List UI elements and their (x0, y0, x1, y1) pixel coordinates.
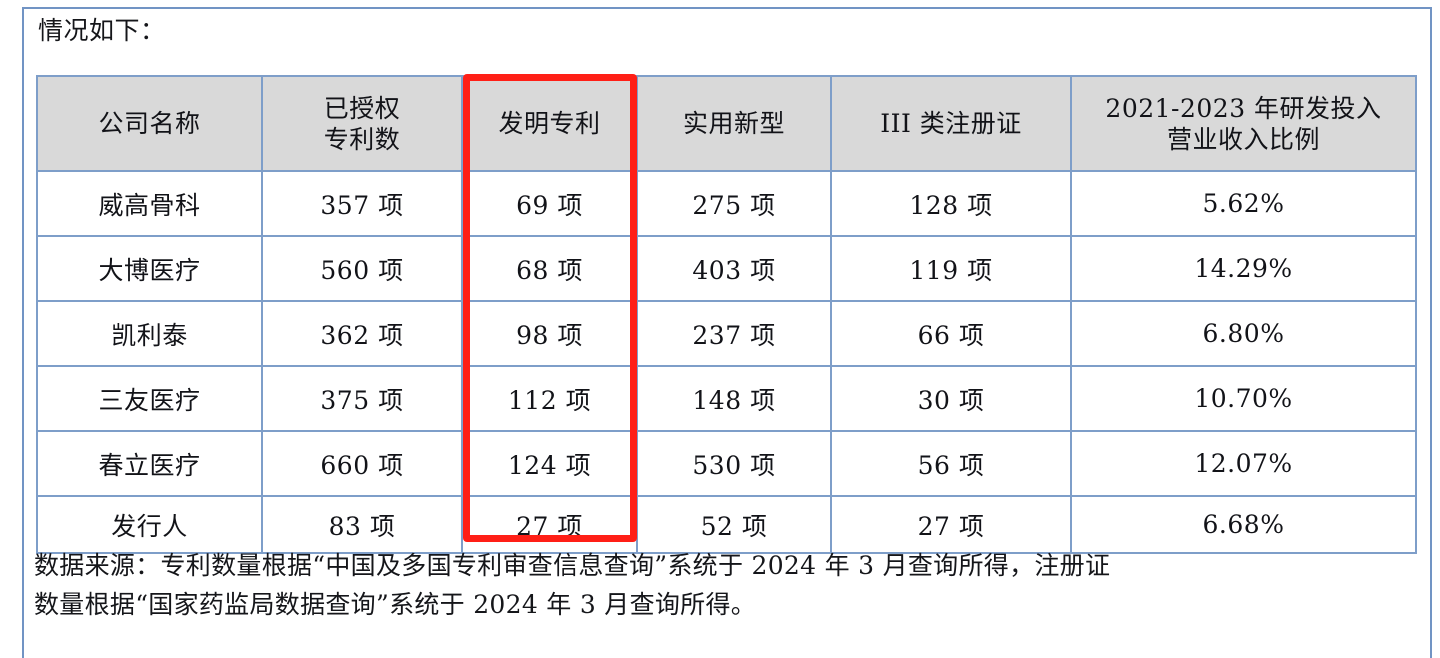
cell-registration: 56 项 (830, 430, 1072, 497)
cell-utility: 530 项 (636, 430, 832, 497)
cell-utility: 275 项 (636, 170, 832, 237)
table-row: 威高骨科 357 项 69 项 275 项 128 项 5.62% (36, 170, 1417, 237)
column-header-rd-ratio-line2: 营业收入比例 (1166, 124, 1320, 154)
cell-registration: 128 项 (830, 170, 1072, 237)
cell-utility: 237 项 (636, 300, 832, 367)
column-header-registration-line1: III 类注册证 (880, 109, 1022, 138)
header-row: 公司名称 已授权 专利数 发明专利 实用新型 III 类注册证 2021-202… (36, 75, 1417, 172)
column-header-utility: 实用新型 (636, 75, 832, 172)
cell-rd-ratio: 14.29% (1070, 235, 1417, 302)
cell-company: 春立医疗 (36, 430, 263, 497)
source-note: 数据来源：专利数量根据“中国及多国专利审查信息查询”系统于 2024 年 3 月… (34, 546, 1419, 624)
cell-invention: 112 项 (461, 365, 638, 432)
table-row: 大博医疗 560 项 68 项 403 项 119 项 14.29% (36, 235, 1417, 302)
patent-comparison-table: 公司名称 已授权 专利数 发明专利 实用新型 III 类注册证 2021-202… (36, 75, 1417, 554)
cell-utility: 403 项 (636, 235, 832, 302)
source-note-line1: 数据来源：专利数量根据“中国及多国专利审查信息查询”系统于 2024 年 3 月… (34, 551, 1111, 580)
column-header-utility-line1: 实用新型 (682, 109, 785, 138)
cell-granted: 560 项 (261, 235, 463, 302)
cell-registration: 27 项 (830, 495, 1072, 554)
table-header: 公司名称 已授权 专利数 发明专利 实用新型 III 类注册证 2021-202… (36, 75, 1417, 172)
cell-granted: 362 项 (261, 300, 463, 367)
column-header-invention-line1: 发明专利 (498, 109, 601, 138)
column-header-company: 公司名称 (36, 75, 263, 172)
cell-utility: 52 项 (636, 495, 832, 554)
cell-invention: 27 项 (461, 495, 638, 554)
cell-granted: 660 项 (261, 430, 463, 497)
cell-granted: 83 项 (261, 495, 463, 554)
cell-company: 威高骨科 (36, 170, 263, 237)
column-header-granted-line1: 已授权 (323, 93, 401, 123)
table-row: 春立医疗 660 项 124 项 530 项 56 项 12.07% (36, 430, 1417, 497)
cell-granted: 375 项 (261, 365, 463, 432)
column-header-company-line1: 公司名称 (98, 109, 201, 138)
cell-granted: 357 项 (261, 170, 463, 237)
table-row-issuer: 发行人 83 项 27 项 52 项 27 项 6.68% (36, 495, 1417, 554)
intro-text: 情况如下： (38, 16, 166, 45)
column-header-registration: III 类注册证 (830, 75, 1072, 172)
cell-registration: 119 项 (830, 235, 1072, 302)
cell-invention: 68 项 (461, 235, 638, 302)
cell-company: 三友医疗 (36, 365, 263, 432)
page-frame (22, 7, 1432, 658)
cell-invention: 69 项 (461, 170, 638, 237)
cell-invention: 98 项 (461, 300, 638, 367)
cell-rd-ratio: 5.62% (1070, 170, 1417, 237)
cell-company: 发行人 (36, 495, 263, 554)
table-row: 凯利泰 362 项 98 项 237 项 66 项 6.80% (36, 300, 1417, 367)
cell-rd-ratio: 6.68% (1070, 495, 1417, 554)
column-header-rd-ratio-line1: 2021-2023 年研发投入 (1105, 93, 1382, 123)
source-note-line2: 数量根据“国家药监局数据查询”系统于 2024 年 3 月查询所得。 (34, 590, 757, 619)
cell-rd-ratio: 6.80% (1070, 300, 1417, 367)
cell-rd-ratio: 10.70% (1070, 365, 1417, 432)
column-header-granted-line2: 专利数 (323, 124, 401, 154)
cell-invention: 124 项 (461, 430, 638, 497)
cell-utility: 148 项 (636, 365, 832, 432)
cell-company: 凯利泰 (36, 300, 263, 367)
table-body: 威高骨科 357 项 69 项 275 项 128 项 5.62% 大博医疗 5… (36, 170, 1417, 554)
column-header-invention: 发明专利 (461, 75, 638, 172)
cell-rd-ratio: 12.07% (1070, 430, 1417, 497)
table-row: 三友医疗 375 项 112 项 148 项 30 项 10.70% (36, 365, 1417, 432)
cell-registration: 66 项 (830, 300, 1072, 367)
column-header-rd-ratio: 2021-2023 年研发投入 营业收入比例 (1070, 75, 1417, 172)
column-header-granted: 已授权 专利数 (261, 75, 463, 172)
cell-company: 大博医疗 (36, 235, 263, 302)
cell-registration: 30 项 (830, 365, 1072, 432)
